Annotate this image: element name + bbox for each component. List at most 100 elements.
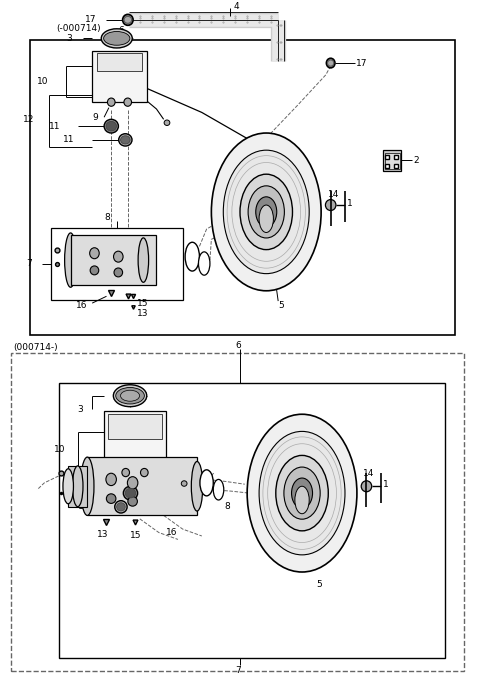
Ellipse shape (200, 470, 213, 496)
Ellipse shape (361, 481, 372, 492)
Ellipse shape (213, 480, 224, 500)
Ellipse shape (124, 17, 132, 23)
Ellipse shape (327, 60, 334, 66)
Ellipse shape (259, 205, 274, 233)
Text: 10: 10 (54, 444, 65, 453)
Ellipse shape (90, 248, 99, 259)
Ellipse shape (104, 32, 130, 46)
Text: 6: 6 (118, 26, 124, 34)
Ellipse shape (138, 238, 149, 282)
Circle shape (291, 478, 312, 509)
Ellipse shape (128, 497, 137, 506)
Text: 14: 14 (328, 190, 340, 199)
Text: 17: 17 (85, 15, 96, 24)
Bar (97, 53, 142, 71)
Ellipse shape (106, 121, 117, 131)
Ellipse shape (123, 486, 138, 500)
Text: (-000714): (-000714) (56, 23, 101, 32)
Ellipse shape (119, 134, 132, 146)
Bar (30, 41, 455, 335)
Text: 16: 16 (166, 528, 178, 537)
Ellipse shape (114, 251, 123, 262)
Bar (104, 411, 166, 473)
Text: 3: 3 (66, 34, 72, 43)
Text: 11: 11 (78, 502, 89, 511)
Bar (87, 457, 197, 515)
Ellipse shape (326, 58, 335, 68)
Text: (000714-): (000714-) (13, 342, 58, 351)
Text: 8: 8 (104, 213, 110, 222)
Text: 2: 2 (413, 156, 419, 165)
Ellipse shape (120, 136, 130, 144)
Ellipse shape (325, 199, 336, 210)
Text: 4: 4 (234, 2, 240, 11)
Ellipse shape (113, 385, 147, 406)
Ellipse shape (81, 457, 94, 515)
Text: 9: 9 (92, 112, 98, 121)
Ellipse shape (72, 466, 83, 506)
Text: 14: 14 (363, 469, 374, 478)
Bar (108, 414, 162, 439)
Bar (92, 50, 147, 102)
Text: 1: 1 (348, 199, 353, 208)
Text: 13: 13 (137, 309, 148, 318)
Text: 17: 17 (357, 59, 368, 68)
Ellipse shape (65, 233, 76, 287)
Text: 13: 13 (97, 530, 108, 539)
Ellipse shape (295, 486, 309, 513)
Ellipse shape (127, 477, 138, 489)
Text: 15: 15 (137, 299, 148, 308)
Bar (68, 466, 87, 506)
Text: 7: 7 (27, 259, 33, 268)
Ellipse shape (141, 469, 148, 477)
Ellipse shape (116, 388, 144, 404)
Bar (71, 235, 156, 285)
Text: 8: 8 (225, 502, 230, 511)
Bar (59, 384, 445, 658)
Ellipse shape (199, 252, 210, 275)
Ellipse shape (164, 120, 170, 126)
Ellipse shape (114, 268, 122, 277)
Text: 3: 3 (78, 405, 84, 414)
Ellipse shape (115, 501, 127, 513)
Ellipse shape (122, 14, 133, 26)
Circle shape (240, 174, 292, 250)
Ellipse shape (117, 503, 125, 511)
Text: 11: 11 (63, 135, 75, 144)
Text: 10: 10 (37, 77, 48, 86)
Ellipse shape (101, 29, 132, 48)
Text: 1: 1 (383, 480, 389, 489)
Ellipse shape (108, 98, 115, 106)
Ellipse shape (90, 266, 99, 275)
Ellipse shape (192, 462, 203, 511)
Ellipse shape (124, 98, 132, 106)
Ellipse shape (106, 473, 116, 486)
Ellipse shape (63, 469, 73, 504)
Bar (384, 153, 400, 168)
Text: 6: 6 (236, 341, 241, 350)
Ellipse shape (181, 481, 187, 486)
Circle shape (211, 133, 321, 290)
Ellipse shape (122, 469, 130, 477)
Circle shape (256, 197, 277, 227)
Text: 12: 12 (23, 115, 34, 124)
Ellipse shape (104, 119, 119, 133)
Ellipse shape (107, 494, 116, 504)
Text: 5: 5 (316, 580, 322, 589)
Text: 16: 16 (75, 301, 87, 310)
Text: 11: 11 (49, 121, 61, 130)
Text: 7: 7 (236, 666, 241, 675)
Bar (51, 228, 183, 299)
Bar (383, 150, 401, 170)
Bar (11, 353, 464, 671)
Circle shape (223, 150, 309, 274)
Circle shape (248, 186, 284, 238)
Circle shape (276, 455, 328, 531)
Circle shape (259, 431, 345, 555)
Text: 15: 15 (130, 531, 142, 540)
Ellipse shape (120, 391, 140, 401)
Ellipse shape (185, 242, 199, 271)
Ellipse shape (125, 489, 136, 498)
Circle shape (247, 414, 357, 572)
Text: 11: 11 (78, 489, 89, 497)
